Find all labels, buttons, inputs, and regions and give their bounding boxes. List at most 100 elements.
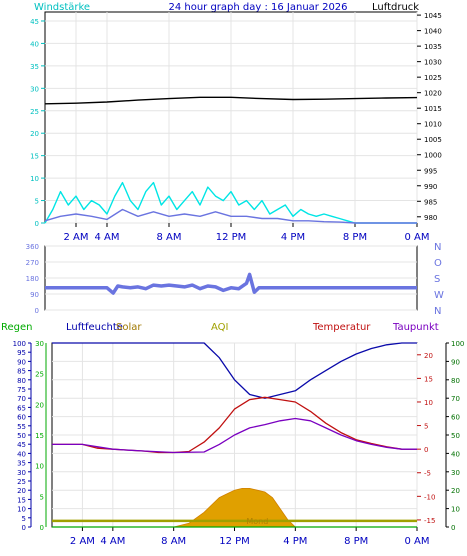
hour-tick-label: 2 AM <box>70 536 95 547</box>
hour-tick-label: 12 PM <box>219 536 250 547</box>
humidity-tick-label: 60 <box>17 414 26 422</box>
hour-tick-label: 0 AM <box>404 232 429 243</box>
humidity-tick-label: 55 <box>17 423 26 431</box>
hour-tick-label: 4 PM <box>283 536 307 547</box>
wind-tick-label: 40 <box>30 40 39 48</box>
wind-tick-label: 15 <box>30 153 39 161</box>
temperature-tick-label: -10 <box>424 493 435 501</box>
pressure-tick-label: 985 <box>424 198 437 206</box>
direction-tick-label: 0 <box>35 307 39 315</box>
direction-tick-label: 270 <box>26 259 39 267</box>
humidity-tick-label: 80 <box>17 377 26 385</box>
pressure-tick-label: 1040 <box>424 28 442 36</box>
hour-tick-label: 8 PM <box>343 232 367 243</box>
temperature-tick-label: 5 <box>424 423 428 431</box>
solar-tick-label: 40 <box>451 450 460 458</box>
hour-tick-label: 8 PM <box>344 536 368 547</box>
moon-annotation: Mond <box>246 517 268 526</box>
direction-tick-label: 90 <box>30 291 39 299</box>
series-area-solar <box>173 487 297 528</box>
hour-tick-label: 8 AM <box>156 232 181 243</box>
rain-tick-label: 0 <box>40 524 44 532</box>
legend-taupunkt: Taupunkt <box>392 322 439 333</box>
humidity-tick-label: 100 <box>13 340 26 348</box>
pressure-axis-label: Luftdruck <box>372 2 419 13</box>
humidity-tick-label: 15 <box>17 496 26 504</box>
temperature-tick-label: 0 <box>424 446 428 454</box>
humidity-tick-label: 25 <box>17 478 26 486</box>
solar-tick-label: 50 <box>451 432 460 440</box>
series-line-luftdruck <box>44 96 418 105</box>
wind-tick-label: 10 <box>30 175 39 183</box>
humidity-tick-label: 65 <box>17 404 26 412</box>
solar-tick-label: 70 <box>451 395 460 403</box>
hour-tick-label: 0 AM <box>404 536 429 547</box>
series-line-luftfeuchte <box>52 342 417 399</box>
humidity-tick-label: 70 <box>17 395 26 403</box>
rain-tick-label: 20 <box>35 401 44 409</box>
humidity-tick-label: 35 <box>17 460 26 468</box>
compass-label: N <box>434 306 441 317</box>
pressure-tick-label: 1025 <box>424 74 442 82</box>
series-line-taupunkt <box>52 417 417 454</box>
wind-tick-label: 30 <box>30 85 39 93</box>
temperature-tick-label: 15 <box>424 375 433 383</box>
wind-tick-label: 25 <box>30 108 39 116</box>
humidity-tick-label: 40 <box>17 450 26 458</box>
humidity-tick-label: 20 <box>17 487 26 495</box>
solar-tick-label: 10 <box>451 506 460 514</box>
solar-tick-label: 90 <box>451 358 460 366</box>
rain-tick-label: 10 <box>35 463 44 471</box>
wind-tick-label: 5 <box>35 198 39 206</box>
rain-tick-label: 15 <box>35 432 44 440</box>
pressure-tick-label: 1030 <box>424 59 442 67</box>
solar-tick-label: 0 <box>451 524 455 532</box>
wind-pressure-panel: Windstärke 24 hour graph day : 16 Januar… <box>30 2 442 243</box>
direction-tick-label: 360 <box>26 243 39 251</box>
temperature-tick-label: 20 <box>424 352 433 360</box>
pressure-tick-label: 1000 <box>424 152 442 160</box>
rain-tick-label: 30 <box>35 340 44 348</box>
hour-tick-label: 12 PM <box>216 232 247 243</box>
humidity-tick-label: 50 <box>17 432 26 440</box>
humidity-tick-label: 90 <box>17 358 26 366</box>
solar-tick-label: 60 <box>451 414 460 422</box>
legend-regen: Regen <box>1 322 33 333</box>
hour-tick-label: 4 AM <box>94 232 119 243</box>
legend-luftfeuchte: Luftfeuchte <box>66 322 123 333</box>
wind-axis-label: Windstärke <box>34 2 90 13</box>
humidity-tick-label: 30 <box>17 469 26 477</box>
pressure-tick-label: 1010 <box>424 121 442 129</box>
pressure-tick-label: 980 <box>424 214 437 222</box>
solar-tick-label: 30 <box>451 469 460 477</box>
humidity-tick-label: 5 <box>22 515 26 523</box>
legend-aqi: AQI <box>211 322 229 333</box>
hour-tick-label: 4 AM <box>100 536 125 547</box>
legend-solar: Solar <box>116 322 142 333</box>
pressure-tick-label: 995 <box>424 167 437 175</box>
compass-label: N <box>434 242 441 253</box>
temperature-tick-label: -5 <box>424 470 431 478</box>
series-line-windböen <box>44 181 417 224</box>
humidity-tick-label: 75 <box>17 386 26 394</box>
pressure-tick-label: 1020 <box>424 90 442 98</box>
series-line-windstärke <box>44 208 417 224</box>
compass-label: O <box>434 258 442 269</box>
wind-tick-label: 20 <box>30 130 39 138</box>
hour-tick-label: 2 AM <box>63 232 88 243</box>
hour-tick-label: 4 PM <box>281 232 305 243</box>
rain-tick-label: 5 <box>40 493 44 501</box>
rain-tick-label: 25 <box>35 371 44 379</box>
humidity-tick-label: 0 <box>22 524 26 532</box>
solar-tick-label: 100 <box>451 340 464 348</box>
humidity-tick-label: 85 <box>17 368 26 376</box>
solar-tick-label: 20 <box>451 487 460 495</box>
pressure-tick-label: 1005 <box>424 136 442 144</box>
temperature-tick-label: 10 <box>424 399 433 407</box>
pressure-tick-label: 1015 <box>424 105 442 113</box>
series-line-winddirection <box>45 272 417 295</box>
chart-title: 24 hour graph day : 16 Januar 2026 <box>168 2 347 13</box>
